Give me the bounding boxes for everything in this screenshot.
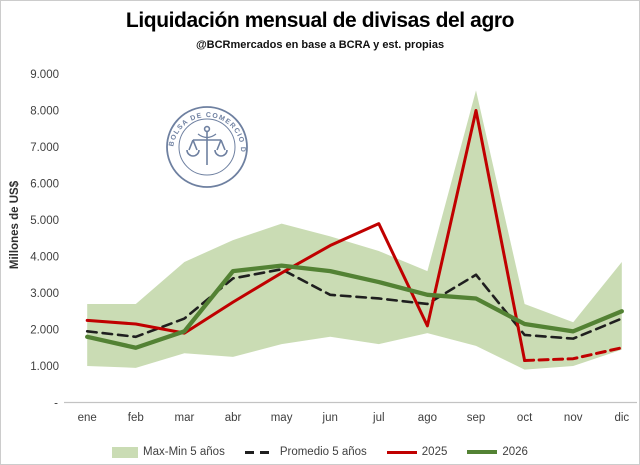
scales-top xyxy=(203,125,211,133)
bcr-logo: BOLSA DE COMERCIO DE ROSARIO xyxy=(166,106,248,188)
series-2025-line xyxy=(85,109,527,363)
x-category-label: feb xyxy=(128,412,144,424)
legend-label: Max-Min 5 años xyxy=(143,446,225,458)
series-2025-estimate-line xyxy=(523,346,624,363)
legend-item-2025: 2025 xyxy=(386,446,448,458)
x-category-label: ene xyxy=(78,412,97,424)
legend-item-2026: 2026 xyxy=(467,446,528,458)
legend-label: 2025 xyxy=(421,446,448,458)
y-tick-label: 6.000 xyxy=(30,179,59,191)
logo-outer-circle xyxy=(166,106,248,188)
scales-icon xyxy=(186,125,228,165)
y-tick-label: 7.000 xyxy=(30,142,59,154)
scales-wings xyxy=(197,133,217,139)
legend-item-promedio: Promedio 5 años xyxy=(244,446,367,458)
x-category-label: oct xyxy=(517,412,533,424)
red-line-swatch-icon xyxy=(386,450,417,454)
series-2026-line xyxy=(85,263,624,350)
y-tick-label: 4.000 xyxy=(30,252,59,264)
chart-title: Liquidación mensual de divisas del agro xyxy=(125,9,515,32)
scales-right-pan xyxy=(214,139,228,157)
legend-label: Promedio 5 años xyxy=(279,446,367,458)
y-axis-title: Millones de US$ xyxy=(9,180,21,269)
scales-left-pan xyxy=(186,139,200,157)
x-category-label: may xyxy=(271,412,293,424)
x-category-label: dic xyxy=(614,412,629,424)
x-category-label: nov xyxy=(564,412,583,424)
x-category-label: ago xyxy=(418,412,437,424)
y-zero-label: - xyxy=(54,398,58,410)
band-maxmin-area xyxy=(87,90,622,370)
x-category-label: mar xyxy=(174,412,194,424)
chart-subtitle: @BCRmercados en base a BCRA y est. propi… xyxy=(195,39,445,51)
legend-item-maxmin: Max-Min 5 años xyxy=(112,446,225,458)
series-promedio-line xyxy=(85,267,624,340)
legend: Max-Min 5 años Promedio 5 años 2025 2026 xyxy=(1,446,639,458)
y-tick-label: 8.000 xyxy=(30,106,59,118)
dashed-line-swatch-icon xyxy=(244,450,275,454)
x-category-label: jun xyxy=(322,412,338,424)
x-category-label: jul xyxy=(372,412,385,424)
y-tick-label: 9.000 xyxy=(30,69,59,81)
y-tick-label: 3.000 xyxy=(30,288,59,300)
logo-inner-circle xyxy=(178,118,236,176)
y-tick-label: 5.000 xyxy=(30,215,59,227)
y-tick-label: 2.000 xyxy=(30,325,59,337)
green-line-swatch-icon xyxy=(467,450,498,454)
x-category-label: sep xyxy=(467,412,486,424)
legend-label: 2026 xyxy=(502,446,528,458)
y-tick-label: 1.000 xyxy=(30,361,59,373)
x-category-label: abr xyxy=(225,412,242,424)
band-swatch-icon xyxy=(112,446,139,458)
